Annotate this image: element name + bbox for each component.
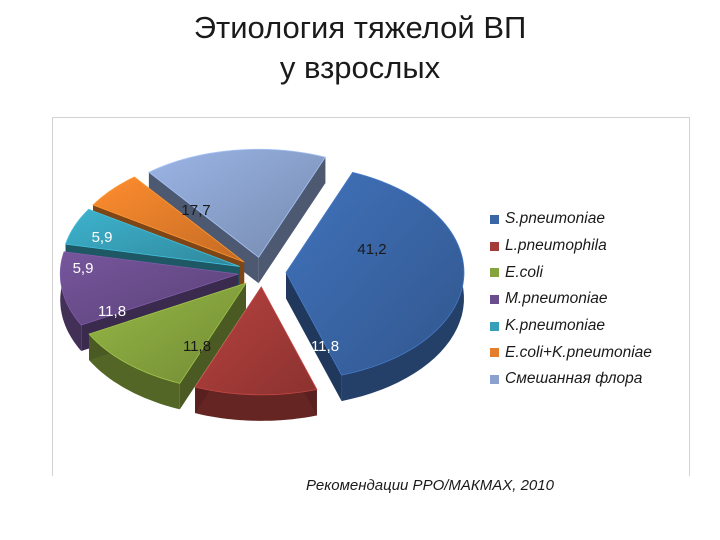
legend-item: L.pneumophila xyxy=(490,233,700,260)
slice-top xyxy=(92,176,245,263)
legend-label: S.pneumoniae xyxy=(505,210,605,228)
slice-wall xyxy=(258,157,326,284)
pie-slice-1 xyxy=(285,171,465,402)
legend-label: M.pneumoniae xyxy=(505,290,608,308)
legend-label: E.coli xyxy=(505,263,543,281)
slice-top xyxy=(148,148,326,258)
pie-slice-2 xyxy=(194,286,318,421)
title-line-1: Этиология тяжелой ВП xyxy=(193,10,527,45)
slide-title: Этиология тяжелой ВП у взрослых xyxy=(0,8,720,88)
legend-item: E.coli xyxy=(490,259,700,286)
pie-slice-3 xyxy=(88,282,247,410)
data-label: 11,8 xyxy=(183,338,211,355)
legend-item: K.pneumoniae xyxy=(490,313,700,340)
legend-swatch xyxy=(490,268,499,278)
legend-swatch xyxy=(490,321,499,331)
legend-swatch xyxy=(490,241,499,251)
legend-label: E.coli+K.pneumoniae xyxy=(505,343,652,361)
data-label: 11,8 xyxy=(311,338,339,355)
slice-side xyxy=(60,251,82,351)
slice-wall xyxy=(179,283,246,410)
slice-side xyxy=(89,334,180,410)
legend-label: K.pneumoniae xyxy=(505,317,605,335)
legend-label: Смешанная флора xyxy=(505,370,643,388)
legend-swatch xyxy=(490,374,499,384)
legend-label: L.pneumophila xyxy=(505,237,607,255)
legend-swatch xyxy=(490,348,499,358)
legend-item: E.coli+K.pneumoniae xyxy=(490,339,700,366)
chart-legend: S.pneumoniae L.pneumophila E.coli M.pneumon… xyxy=(490,206,700,393)
slice-top xyxy=(88,282,247,384)
legend-item: Смешанная флора xyxy=(490,366,700,393)
data-label: 41,2 xyxy=(357,241,386,258)
data-label: 11,8 xyxy=(98,303,126,320)
data-label: 5,9 xyxy=(92,229,113,246)
slice-top xyxy=(65,208,240,267)
slice-top xyxy=(194,286,318,396)
legend-item: M.pneumoniae xyxy=(490,286,700,313)
slice-wall xyxy=(285,272,342,402)
data-label: 5,9 xyxy=(73,260,94,277)
data-label: 17,7 xyxy=(181,202,210,219)
source-note: Рекомендации РРО/МАКМАХ, 2010 xyxy=(306,477,554,494)
legend-swatch xyxy=(490,294,499,304)
slice-top xyxy=(285,171,465,376)
slice-side xyxy=(195,387,317,421)
legend-item: S.pneumoniae xyxy=(490,206,700,233)
legend-swatch xyxy=(490,214,499,224)
title-line-2: у взрослых xyxy=(279,50,441,85)
slice-top xyxy=(59,251,239,326)
